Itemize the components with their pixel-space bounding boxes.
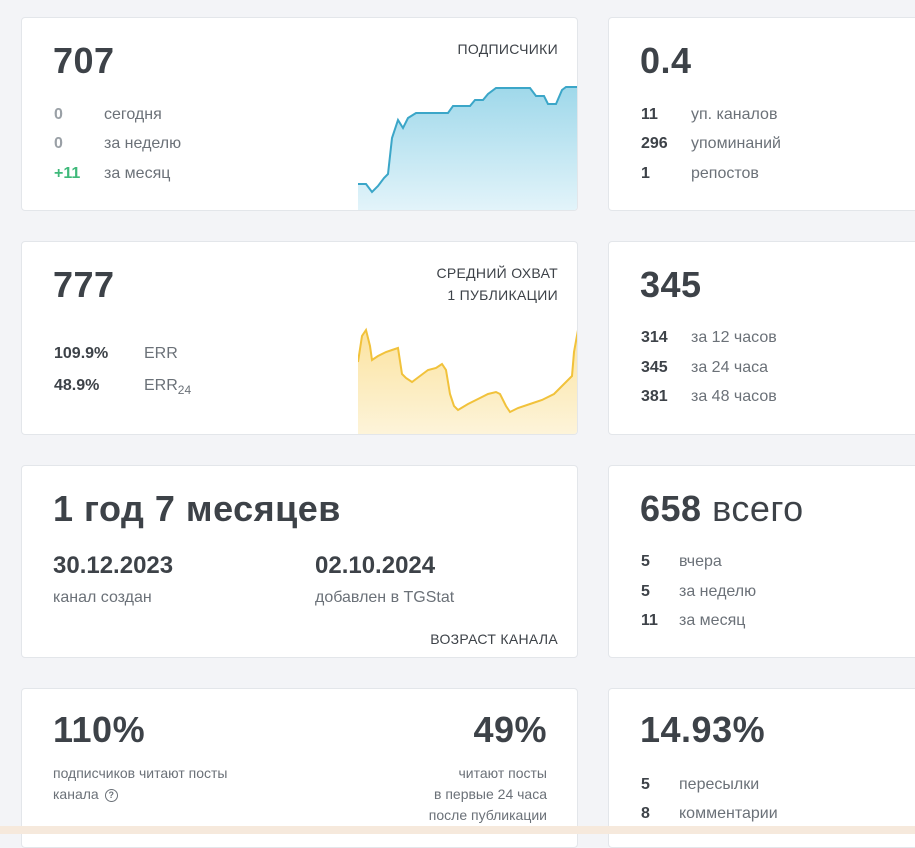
engagement-card[interactable]: 14.93% 5 пересылки 8 комментарии [608,688,915,848]
readers-percent: 110% [53,709,146,750]
subscribers-sparkline [358,86,577,210]
posts-total: 658 всего [640,488,804,529]
help-icon[interactable]: ? [104,789,118,802]
reach-sparkline [358,327,577,434]
readers-card[interactable]: 110% подписчиков читают посты канала? 49… [21,688,578,848]
reach-card[interactable]: 777 СРЕДНИЙ ОХВАТ 1 ПУБЛИКАЦИИ 109.9% ER… [21,241,578,435]
added-date: 02.10.2024 [315,552,436,579]
engagement-rate: 14.93% [640,709,766,750]
subscribers-line [358,86,577,194]
readers-24h-percent: 49% [473,709,547,750]
subscribers-count: 707 [53,40,115,81]
reach-line [358,327,577,414]
citation-index: 0.4 [640,40,692,81]
readers-24h-text: читают посты в первые 24 часа после публ… [428,765,547,823]
subscribers-card[interactable]: 707 ПОДПИСЧИКИ 0 сегодня 0 за неделю +11… [21,17,578,211]
channel-age-card[interactable]: 1 год 7 месяцев 30.12.2023 канал создан … [21,465,578,658]
post-reach-card[interactable]: 345 314 за 12 часов 345 за 24 часа 381 з… [608,241,915,435]
channel-age: 1 год 7 месяцев [53,488,341,529]
bottom-strip [0,826,915,834]
created-label: канал создан [53,589,152,606]
post-reach-value: 345 [640,264,702,305]
reach-area [358,330,577,434]
created-date: 30.12.2023 [53,552,174,579]
posts-card[interactable]: 658 всего 5 вчера 5 за неделю 11 за меся… [608,465,915,658]
readers-text: подписчиков читают посты канала? [53,765,228,802]
reach-caption: СРЕДНИЙ ОХВАТ 1 ПУБЛИКАЦИИ [436,265,558,303]
average-reach: 777 [53,264,115,305]
citation-card[interactable]: 0.4 11 уп. каналов 296 упоминаний 1 репо… [608,17,915,211]
subscribers-caption: ПОДПИСЧИКИ [457,41,558,57]
channel-age-caption: ВОЗРАСТ КАНАЛА [430,631,558,647]
added-label: добавлен в TGStat [315,589,455,606]
subscribers-area [358,87,577,210]
